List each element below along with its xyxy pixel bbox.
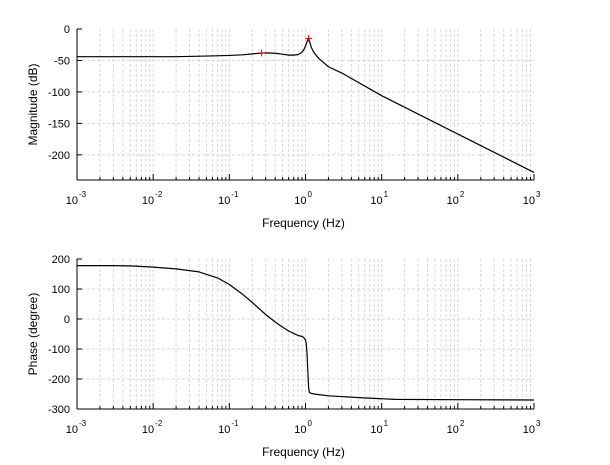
phase-panel: 10-310-210-11001011021032001000-100-200-… bbox=[26, 254, 541, 459]
phase-y-tick-label: 0 bbox=[64, 314, 70, 326]
phase-x-tick-base: 10 bbox=[142, 424, 154, 436]
magnitude-x-tick-base: 10 bbox=[523, 195, 535, 207]
phase-x-tick-exponent: -2 bbox=[155, 419, 163, 428]
magnitude-x-tick-base: 10 bbox=[294, 195, 306, 207]
magnitude-x-tick-exponent: 0 bbox=[308, 190, 313, 199]
magnitude-x-tick-exponent: 1 bbox=[384, 190, 389, 199]
phase-y-tick-label: -300 bbox=[48, 404, 70, 416]
magnitude-x-tick-base: 10 bbox=[370, 195, 382, 207]
phase-x-tick-base: 10 bbox=[370, 424, 382, 436]
phase-y-axis-title: Phase (degree) bbox=[26, 293, 40, 376]
magnitude-y-tick-label: -50 bbox=[54, 55, 70, 67]
magnitude-x-tick-base: 10 bbox=[218, 195, 230, 207]
phase-y-tick-label: -100 bbox=[48, 344, 70, 356]
magnitude-y-tick-label: -100 bbox=[48, 87, 70, 99]
phase-x-tick-base: 10 bbox=[523, 424, 535, 436]
magnitude-response-line bbox=[77, 37, 535, 173]
magnitude-y-tick-label: -200 bbox=[48, 150, 70, 162]
phase-x-tick-base: 10 bbox=[447, 424, 459, 436]
phase-x-axis-title: Frequency (Hz) bbox=[262, 445, 345, 459]
magnitude-y-axis-title: Magnitude (dB) bbox=[26, 63, 40, 145]
magnitude-x-axis-title: Frequency (Hz) bbox=[262, 216, 345, 230]
magnitude-panel: 10-310-210-11001011021030-50-100-150-200… bbox=[26, 24, 541, 230]
magnitude-x-tick-exponent: 3 bbox=[536, 190, 541, 199]
phase-x-tick-exponent: -1 bbox=[231, 419, 239, 428]
magnitude-grid bbox=[77, 29, 534, 180]
phase-grid bbox=[77, 259, 534, 409]
magnitude-x-tick-exponent: -1 bbox=[231, 190, 239, 199]
magnitude-x-tick-exponent: 2 bbox=[460, 190, 465, 199]
magnitude-peak-marker bbox=[258, 49, 266, 57]
magnitude-y-tick-label: -150 bbox=[48, 118, 70, 130]
phase-x-tick-exponent: 2 bbox=[460, 419, 465, 428]
phase-x-tick-exponent: 1 bbox=[384, 419, 389, 428]
magnitude-x-tick-base: 10 bbox=[66, 195, 78, 207]
phase-y-tick-label: 200 bbox=[52, 254, 70, 266]
phase-x-tick-base: 10 bbox=[218, 424, 230, 436]
phase-x-tick-base: 10 bbox=[66, 424, 78, 436]
phase-x-tick-exponent: -3 bbox=[79, 419, 87, 428]
phase-response-line bbox=[77, 265, 535, 401]
magnitude-x-tick-exponent: -2 bbox=[155, 190, 163, 199]
magnitude-x-tick-exponent: -3 bbox=[79, 190, 87, 199]
phase-x-tick-base: 10 bbox=[294, 424, 306, 436]
phase-y-tick-label: 100 bbox=[52, 284, 70, 296]
magnitude-y-tick-label: 0 bbox=[64, 24, 70, 36]
phase-y-tick-label: -200 bbox=[48, 374, 70, 386]
phase-x-tick-exponent: 3 bbox=[536, 419, 541, 428]
magnitude-x-tick-base: 10 bbox=[142, 195, 154, 207]
magnitude-x-tick-base: 10 bbox=[447, 195, 459, 207]
magnitude-peak-marker bbox=[305, 34, 313, 42]
phase-x-tick-exponent: 0 bbox=[308, 419, 313, 428]
